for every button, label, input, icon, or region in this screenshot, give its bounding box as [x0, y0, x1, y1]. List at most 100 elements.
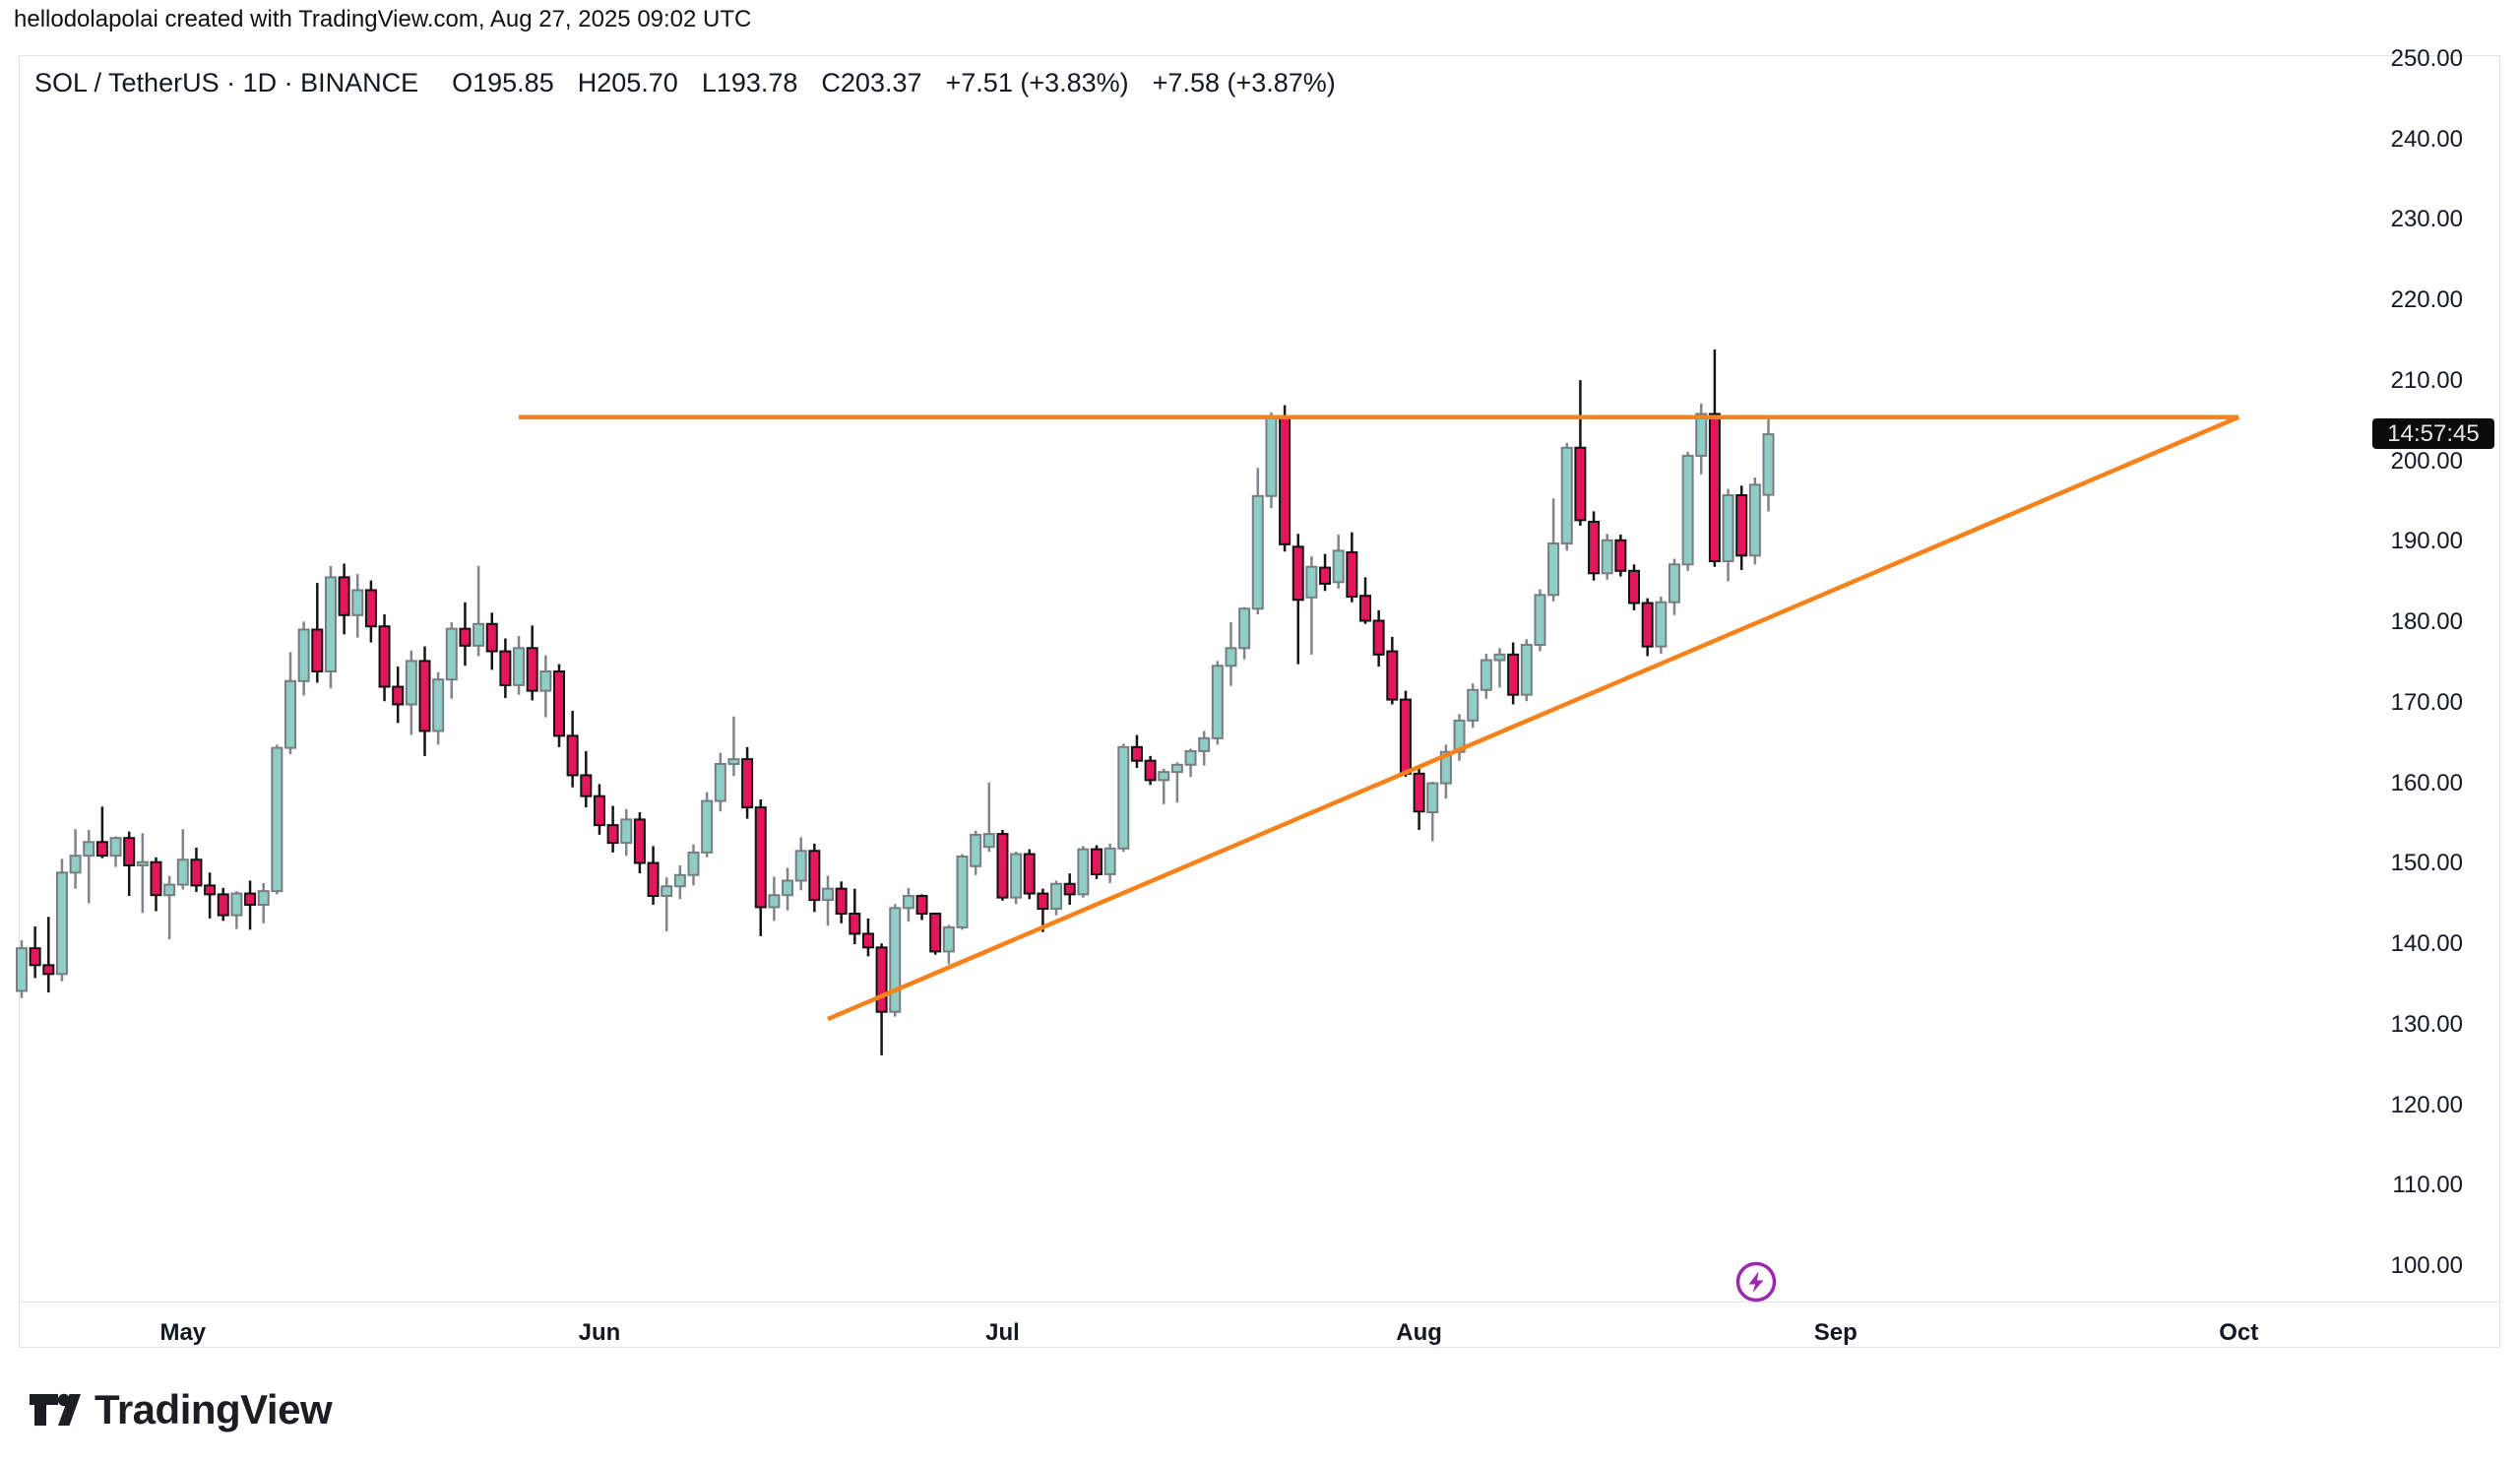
- candle-down: [364, 589, 377, 628]
- candle-down: [915, 895, 928, 916]
- candle-down: [754, 806, 767, 909]
- change-extended: +7.58 (+3.87%): [1152, 67, 1336, 97]
- candle-down: [1372, 619, 1385, 656]
- price-axis-label: 180.00: [2390, 608, 2463, 636]
- symbol-info-bar: SOL / TetherUS · 1D · BINANCE O195.85 H2…: [34, 67, 1359, 98]
- candle-down: [1413, 772, 1425, 813]
- candle-up: [1668, 563, 1680, 604]
- candle-up: [1251, 494, 1264, 610]
- candle-down: [1628, 569, 1640, 604]
- candle-down: [1641, 602, 1654, 648]
- candle-up: [163, 883, 176, 897]
- candle-up: [55, 871, 68, 976]
- candle-up: [405, 660, 417, 706]
- candle-up: [714, 762, 726, 802]
- time-axis-label: May: [159, 1319, 207, 1346]
- candle-up: [1681, 454, 1694, 566]
- change-absolute: +7.51 (+3.83%): [945, 67, 1129, 97]
- candle-up: [83, 841, 95, 858]
- candle-down: [1279, 414, 1292, 545]
- candle-down: [1346, 551, 1358, 598]
- symbol-title[interactable]: SOL / TetherUS · 1D · BINANCE: [34, 67, 419, 97]
- candle-up: [1184, 749, 1197, 766]
- candle-up: [1695, 413, 1708, 457]
- candle-down: [553, 669, 565, 737]
- candle-up: [982, 833, 995, 849]
- price-axis-label: 170.00: [2390, 688, 2463, 716]
- lightning-icon[interactable]: [1734, 1260, 1778, 1304]
- candle-up: [1722, 493, 1734, 563]
- candle-down: [526, 647, 538, 692]
- candle-down: [1037, 892, 1049, 911]
- candle-up: [1762, 433, 1775, 496]
- candle-up: [445, 627, 458, 681]
- candle-down: [392, 685, 405, 706]
- ohlc-open: O195.85: [452, 67, 554, 97]
- candle-down: [123, 837, 136, 866]
- countdown-badge: 14:57:45: [2372, 418, 2494, 449]
- ohlc-close: C203.37: [821, 67, 922, 97]
- price-axis-label: 130.00: [2390, 1010, 2463, 1038]
- candle-up: [1050, 882, 1063, 911]
- price-axis-label: 220.00: [2390, 286, 2463, 314]
- candle-up: [727, 758, 740, 765]
- candle-down: [633, 818, 646, 864]
- candle-up: [1426, 782, 1439, 814]
- candle-up: [472, 622, 485, 647]
- candle-up: [230, 892, 243, 917]
- candle-up: [109, 837, 122, 858]
- candle-up: [432, 678, 445, 732]
- candle-up: [257, 890, 270, 907]
- candle-down: [835, 887, 848, 916]
- candle-down: [861, 932, 874, 949]
- candle-down: [1574, 446, 1587, 522]
- candle-up: [69, 855, 82, 874]
- time-axis-label: Jun: [578, 1319, 621, 1346]
- tradingview-logo-text: TradingView: [94, 1386, 333, 1432]
- candle-down: [1386, 650, 1399, 701]
- candle-down: [1319, 566, 1332, 585]
- candle-up: [782, 879, 794, 897]
- candle-down: [1144, 759, 1157, 782]
- price-axis-label: 160.00: [2390, 769, 2463, 796]
- trendline-ascending-support[interactable]: [827, 414, 2240, 1022]
- candle-up: [297, 628, 310, 682]
- candle-up: [1520, 644, 1533, 696]
- candle-up: [284, 679, 296, 749]
- candle-up: [701, 799, 714, 854]
- candle-down: [459, 627, 472, 647]
- candle-down: [580, 774, 593, 797]
- candle-down: [150, 860, 162, 897]
- candle-down: [1588, 520, 1601, 575]
- candle-down: [849, 913, 861, 935]
- candle-down: [217, 893, 229, 917]
- candle-down: [1023, 853, 1036, 895]
- price-axis-label: 190.00: [2390, 528, 2463, 555]
- candle-up: [956, 855, 969, 928]
- candle-down: [42, 964, 55, 976]
- candle-up: [794, 850, 807, 882]
- time-axis-separator: [19, 1302, 2500, 1303]
- candle-up: [1601, 539, 1613, 575]
- candle-down: [1063, 882, 1076, 896]
- attribution-text: hellodolapolai created with TradingView.…: [14, 6, 752, 32]
- time-axis-label: Jul: [985, 1319, 1020, 1346]
- candle-down: [418, 660, 431, 732]
- candle-up: [1158, 771, 1170, 782]
- time-axis-label: Oct: [2219, 1319, 2259, 1346]
- candle-up: [1077, 848, 1090, 896]
- candle-up: [351, 589, 364, 616]
- candle-up: [136, 860, 149, 866]
- price-axis-label: 200.00: [2390, 447, 2463, 475]
- tradingview-logo[interactable]: TradingView: [30, 1386, 333, 1433]
- candle-up: [889, 907, 902, 1013]
- candle-down: [606, 824, 619, 845]
- price-axis-label: 240.00: [2390, 125, 2463, 153]
- candle-down: [1399, 698, 1412, 775]
- price-axis-label: 210.00: [2390, 366, 2463, 394]
- candle-up: [620, 818, 633, 845]
- tradingview-mark: [30, 1393, 81, 1426]
- candle-up: [661, 885, 673, 898]
- candle-down: [1614, 539, 1627, 572]
